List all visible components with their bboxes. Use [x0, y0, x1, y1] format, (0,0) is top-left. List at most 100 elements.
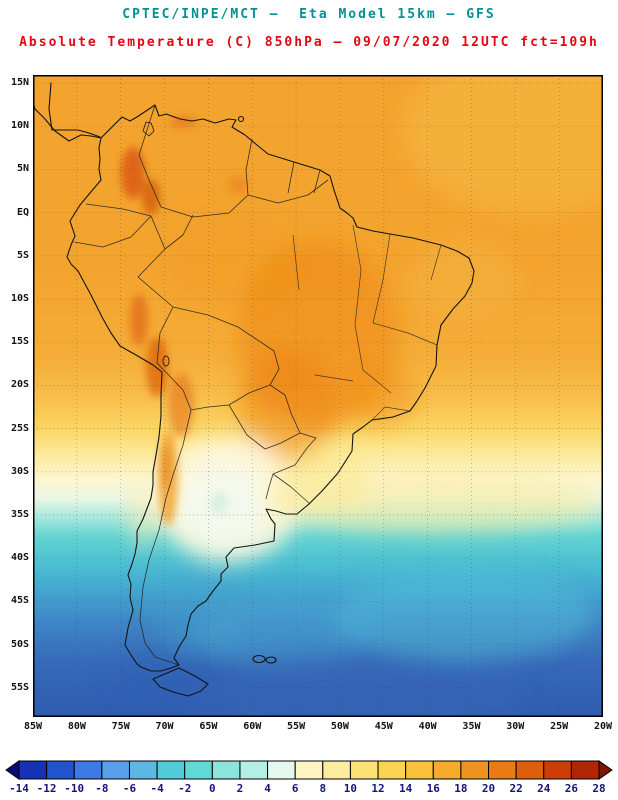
colorbar-tick-label: -4	[150, 782, 164, 795]
colorbar-tick-label: 28	[592, 782, 606, 795]
lon-label: 30W	[506, 721, 525, 732]
colorbar-cell	[570, 760, 600, 780]
falkland-islands	[252, 654, 266, 664]
lat-label: 5S	[16, 249, 29, 261]
falkland-islands-east	[265, 656, 277, 664]
lat-label: EQ	[16, 206, 29, 218]
lon-label: 45W	[374, 721, 393, 732]
lat-label: 20S	[10, 379, 29, 391]
brazil-state-borders	[292, 224, 442, 421]
colorbar-cell	[432, 760, 462, 780]
lon-label: 20W	[593, 721, 613, 732]
colorbar-cell	[349, 760, 379, 780]
lat-label: 55S	[10, 681, 29, 693]
colorbar-tick-label: -14	[9, 782, 29, 795]
colorbar-cell	[460, 760, 490, 780]
lat-label: 5N	[16, 163, 29, 175]
colorbar-cell	[488, 760, 517, 780]
lat-label: 35S	[10, 509, 29, 520]
colorbar-cell	[322, 760, 351, 780]
colorbar-cell	[211, 760, 241, 780]
colorbar-cell	[101, 760, 130, 780]
colorbar-tick-label: 10	[343, 782, 358, 795]
lat-label: 15S	[10, 336, 29, 348]
lon-label: 35W	[462, 721, 481, 732]
colorbar-cell	[294, 760, 324, 780]
colorbar-cell	[156, 760, 186, 780]
lat-label: 25S	[10, 422, 29, 434]
lon-label: 25W	[550, 721, 569, 732]
lake-titicaca	[162, 355, 170, 367]
field-title: Absolute Temperature (C) 850hPa – 09/07/…	[19, 35, 599, 50]
colorbar	[5, 760, 613, 780]
lon-label: 85W	[23, 721, 43, 732]
lon-label: 60W	[243, 721, 262, 732]
temperature-map-svg	[33, 75, 603, 717]
colorbar-tick-label: 8	[319, 782, 327, 795]
lon-label: 65W	[199, 721, 218, 732]
colorbar-arrow-low	[5, 760, 20, 780]
lat-label: 45S	[10, 595, 29, 607]
lat-label: 10N	[10, 120, 29, 132]
lon-label: 55W	[287, 721, 306, 732]
south-america-coastline	[66, 104, 475, 672]
lat-label: 15N	[10, 77, 29, 88]
colorbar-cell	[73, 760, 103, 780]
latitude-axis: 15N 10N 5N EQ 5S 10S 15S 20S 25S 30S 35S 40S 45S 50S 5…	[0, 75, 31, 723]
colorbar-cell	[267, 760, 296, 780]
colorbar-tick-label: 12	[371, 782, 385, 795]
colorbar-arrow-high	[598, 760, 613, 780]
colorbar-tick-label: 20	[481, 782, 496, 795]
colorbar-cell	[405, 760, 434, 780]
model-title: CPTEC/INPE/MCT – Eta Model 15km – GFS	[122, 7, 496, 22]
central-america-pacific-coast	[33, 101, 102, 142]
lat-label: 40S	[10, 552, 29, 564]
colorbar-tick-label: -2	[178, 782, 192, 795]
colorbar-cell	[128, 760, 158, 780]
colorbar-tick-label: 24	[537, 782, 551, 795]
country-borders	[73, 104, 329, 666]
colorbar-tick-label: 22	[509, 782, 523, 795]
central-america-caribbean-coast	[48, 82, 101, 138]
colorbar-tick-label: 16	[426, 782, 440, 795]
colorbar-tick-label: 18	[454, 782, 468, 795]
tierra-del-fuego-coastline	[152, 667, 209, 697]
colorbar-svg	[5, 760, 613, 780]
lon-label: 80W	[67, 721, 86, 732]
colorbar-labels: -14 -12 -10 -8 -6 -4 -2 0 2 4 6 8 10 12 14 16 18 20 22 24 26…	[5, 782, 617, 796]
lon-label: 70W	[155, 721, 174, 732]
trinidad-island	[237, 115, 245, 123]
colorbar-tick-label: 26	[564, 782, 578, 795]
colorbar-cell	[239, 760, 269, 780]
lat-label: 30S	[10, 465, 29, 477]
lon-label: 50W	[330, 721, 349, 732]
colorbar-cell	[18, 760, 48, 780]
lat-label: 10S	[10, 293, 29, 304]
colorbar-tick-label: 6	[291, 782, 299, 795]
temperature-anomaly-blobs	[113, 75, 603, 717]
colorbar-tick-label: -6	[122, 782, 137, 795]
colorbar-tick-label: -8	[95, 782, 109, 795]
colorbar-tick-label: 2	[236, 782, 244, 795]
colorbar-cell	[543, 760, 572, 780]
lake-maracaibo	[142, 121, 155, 137]
coastlines	[33, 82, 475, 697]
lon-label: 40W	[418, 721, 437, 732]
andes-warm-spots	[121, 116, 249, 526]
colorbar-cell	[377, 760, 407, 780]
map-area	[33, 75, 603, 717]
colorbar-cell	[46, 760, 75, 780]
longitude-axis: 85W 80W 75W 70W 65W 60W 55W 50W 45W 40W 35W 30W 25W 2…	[24, 721, 612, 735]
colorbar-tick-label: -10	[64, 782, 85, 795]
map-frame-border	[33, 75, 603, 717]
lat-label: 50S	[10, 638, 29, 650]
colorbar-cell	[184, 760, 213, 780]
colorbar-tick-label: 4	[264, 782, 271, 795]
latlon-gridlines	[33, 75, 603, 717]
colorbar-cell	[515, 760, 545, 780]
colorbar-tick-label: -12	[36, 782, 57, 795]
colorbar-tick-label: 0	[209, 782, 216, 795]
colorbar-tick-label: 14	[399, 782, 413, 795]
lon-label: 75W	[111, 721, 130, 732]
